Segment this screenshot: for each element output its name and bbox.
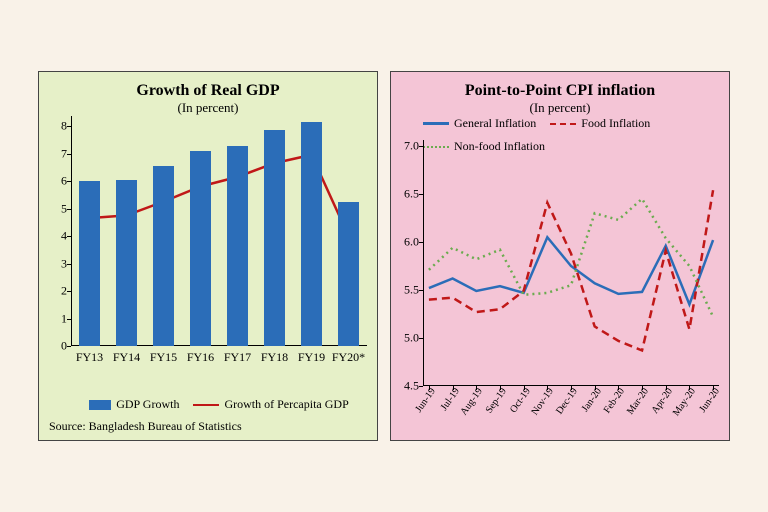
gdp-y-tick — [67, 291, 71, 292]
cpi-x-tick-label: May-20 — [671, 386, 698, 418]
gdp-y-tick — [67, 346, 71, 347]
gdp-x-tick-label: FY20* — [332, 346, 365, 365]
gdp-bar — [79, 181, 99, 346]
cpi-x-tick — [689, 386, 690, 390]
cpi-y-tick — [419, 146, 423, 147]
cpi-x-tick — [476, 386, 477, 390]
gdp-bar — [227, 146, 247, 346]
gdp-y-tick — [67, 126, 71, 127]
gdp-x-tick-label: FY17 — [224, 346, 251, 365]
cpi-x-tick — [500, 386, 501, 390]
cpi-y-tick — [419, 290, 423, 291]
gdp-x-tick-label: FY18 — [261, 346, 288, 365]
legend-swatch-line — [193, 404, 219, 406]
gdp-y-tick — [67, 181, 71, 182]
cpi-y-axis — [423, 140, 424, 386]
legend-swatch-dashed — [550, 123, 576, 125]
gdp-legend-item: GDP Growth — [89, 397, 179, 412]
gdp-x-tick-label: FY15 — [150, 346, 177, 365]
cpi-plot-area: 4.55.05.56.06.57.0Jun-19Jul-19Aug-19Sep-… — [423, 146, 719, 386]
cpi-x-tick — [524, 386, 525, 390]
gdp-x-tick-label: FY13 — [76, 346, 103, 365]
cpi-legend-item: Food Inflation — [550, 116, 650, 131]
cpi-x-tick — [571, 386, 572, 390]
cpi-x-tick-label: Aug-19 — [459, 386, 486, 417]
gdp-x-tick-label: FY19 — [298, 346, 325, 365]
gdp-x-tick-label: FY14 — [113, 346, 140, 365]
cpi-x-tick — [547, 386, 548, 390]
cpi-x-tick-label: Jul-19 — [438, 386, 461, 413]
cpi-chart-title: Point-to-Point CPI inflation — [391, 72, 729, 100]
gdp-y-axis — [71, 116, 72, 346]
cpi-x-tick — [642, 386, 643, 390]
cpi-x-tick — [429, 386, 430, 390]
cpi-x-tick — [618, 386, 619, 390]
cpi-x-tick — [666, 386, 667, 390]
gdp-source-text: Source: Bangladesh Bureau of Statistics — [49, 419, 242, 434]
gdp-y-tick — [67, 236, 71, 237]
gdp-x-tick-label: FY16 — [187, 346, 214, 365]
gdp-bar — [190, 151, 210, 346]
legend-label: GDP Growth — [116, 397, 179, 412]
cpi-chart-subtitle: (In percent) — [391, 100, 729, 116]
cpi-x-tick — [453, 386, 454, 390]
cpi-series-line — [429, 199, 713, 317]
legend-swatch-line — [423, 122, 449, 125]
gdp-bar — [116, 180, 136, 346]
cpi-x-tick-label: Dec-19 — [554, 386, 580, 416]
gdp-y-tick — [67, 154, 71, 155]
cpi-x-tick-label: Mar-20 — [625, 386, 651, 417]
gdp-bar — [264, 130, 284, 346]
cpi-y-tick — [419, 386, 423, 387]
gdp-legend-item: Growth of Percapita GDP — [193, 397, 348, 412]
cpi-x-tick-label: Feb-20 — [602, 386, 627, 416]
cpi-x-tick-label: Nov-19 — [530, 386, 557, 417]
gdp-legend: GDP Growth Growth of Percapita GDP — [71, 397, 367, 412]
cpi-x-tick — [713, 386, 714, 390]
cpi-legend-item: General Inflation — [423, 116, 536, 131]
cpi-chart-panel: Point-to-Point CPI inflation (In percent… — [390, 71, 730, 441]
gdp-bar — [338, 202, 358, 346]
cpi-line-overlay — [423, 146, 719, 386]
cpi-x-tick-label: Jan-20 — [579, 386, 603, 414]
legend-label: Growth of Percapita GDP — [224, 397, 348, 412]
gdp-y-tick — [67, 264, 71, 265]
gdp-bar — [153, 166, 173, 346]
gdp-bar — [301, 122, 321, 346]
cpi-y-tick — [419, 338, 423, 339]
legend-label: Food Inflation — [581, 116, 650, 131]
cpi-x-tick — [595, 386, 596, 390]
cpi-y-tick — [419, 194, 423, 195]
gdp-plot-area: 012345678FY13FY14FY15FY16FY17FY18FY19FY2… — [71, 126, 367, 346]
cpi-x-tick-label: Jun-20 — [697, 386, 722, 415]
gdp-chart-title: Growth of Real GDP — [39, 72, 377, 100]
cpi-series-line — [429, 237, 713, 304]
cpi-x-tick-label: Sep-19 — [484, 386, 509, 416]
legend-label: General Inflation — [454, 116, 536, 131]
gdp-y-tick — [67, 319, 71, 320]
cpi-y-tick — [419, 242, 423, 243]
gdp-y-tick — [67, 209, 71, 210]
gdp-chart-subtitle: (In percent) — [39, 100, 377, 116]
legend-swatch-bar — [89, 400, 111, 410]
cpi-series-line — [429, 190, 713, 350]
gdp-chart-panel: Growth of Real GDP (In percent) 01234567… — [38, 71, 378, 441]
